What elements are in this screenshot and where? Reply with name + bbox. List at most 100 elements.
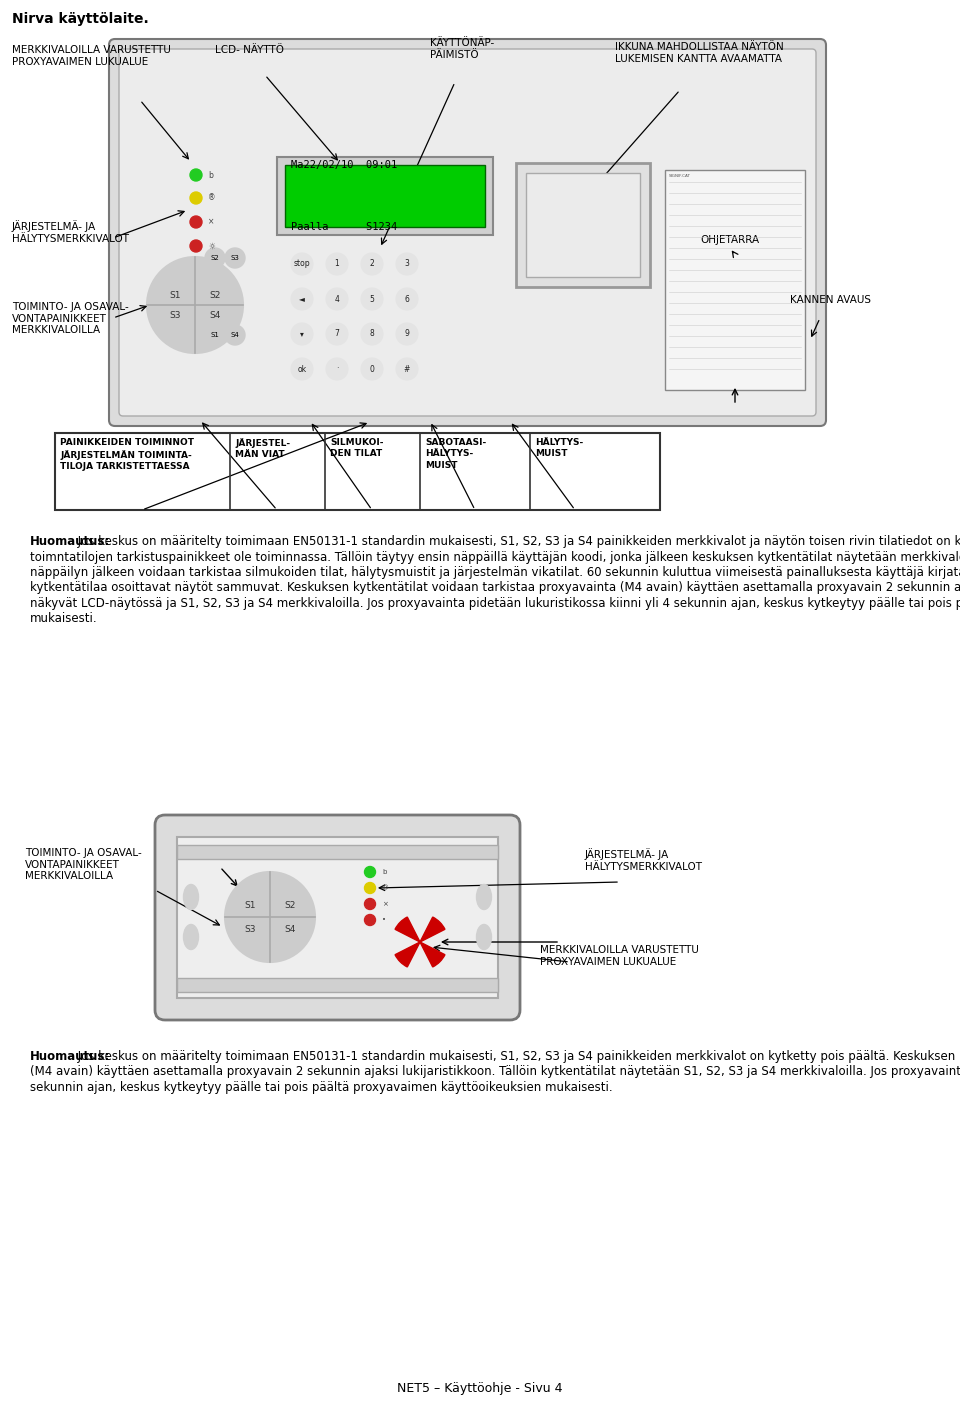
Text: TOIMINTO- JA OSAVAL-
VONTAPAINIKKEET
MERKKIVALOILLA: TOIMINTO- JA OSAVAL- VONTAPAINIKKEET MER… [25,848,142,882]
Text: OHJETARRA: OHJETARRA [700,236,759,246]
Text: 3: 3 [404,260,409,268]
Text: (M4 avain) käyttäen asettamalla proxyavain 2 sekunnin ajaksi lukijaristikkoon. T: (M4 avain) käyttäen asettamalla proxyava… [30,1065,960,1078]
Circle shape [361,253,383,275]
Text: ×: × [382,902,388,907]
Circle shape [326,288,348,310]
Text: ok: ok [298,364,306,374]
Text: 0: 0 [370,364,374,374]
Circle shape [361,323,383,346]
Text: 6: 6 [404,295,409,303]
FancyBboxPatch shape [155,816,520,1020]
Text: Paalla      S1234: Paalla S1234 [291,222,397,231]
Text: SILMUKOI-
DEN TILAT: SILMUKOI- DEN TILAT [330,437,383,459]
Circle shape [326,358,348,380]
FancyBboxPatch shape [119,49,816,416]
Text: sekunnin ajan, keskus kytkeytyy päälle tai pois päältä proxyavaimen käyttöoikeuk: sekunnin ajan, keskus kytkeytyy päälle t… [30,1081,612,1094]
Text: S3: S3 [230,255,239,261]
Text: S2: S2 [209,291,221,299]
FancyBboxPatch shape [109,40,826,426]
Circle shape [365,899,375,910]
Circle shape [225,872,315,962]
Text: SIGNIF.CAT: SIGNIF.CAT [669,174,691,178]
Text: S4: S4 [209,310,221,319]
Text: JÄRJESTELMÄ- JA
HÄLYTYSMERKKIVALOT: JÄRJESTELMÄ- JA HÄLYTYSMERKKIVALOT [12,220,129,244]
Text: Ma22/02/10  09:01: Ma22/02/10 09:01 [291,159,397,169]
Text: ◄: ◄ [300,295,305,303]
Text: ®: ® [208,193,215,203]
Circle shape [361,288,383,310]
Text: MERKKIVALOILLA VARUSTETTU
PROXYAVAIMEN LUKUALUE: MERKKIVALOILLA VARUSTETTU PROXYAVAIMEN L… [540,945,699,967]
FancyBboxPatch shape [177,837,498,998]
Ellipse shape [183,924,199,950]
Text: kytkentätilaa osoittavat näytöt sammuvat. Keskuksen kytkentätilat voidaan tarkis: kytkentätilaa osoittavat näytöt sammuvat… [30,581,960,594]
Text: S1: S1 [169,291,180,299]
Text: S4: S4 [230,332,239,339]
Text: ×: × [208,217,214,227]
Text: 8: 8 [370,330,374,339]
Bar [285,165,485,227]
Bar [177,978,498,992]
Text: HÄLYTYS-
MUIST: HÄLYTYS- MUIST [535,437,584,459]
Text: S4: S4 [284,924,296,934]
Circle shape [190,216,202,229]
Text: mukaisesti.: mukaisesti. [30,612,98,625]
Text: KÄYTTÖNÄP-
PÄIMISTÖ: KÄYTTÖNÄP- PÄIMISTÖ [430,38,494,59]
Text: S3: S3 [169,310,180,319]
Text: Nirva käyttölaite.: Nirva käyttölaite. [12,13,149,25]
Ellipse shape [476,885,492,910]
Text: S3: S3 [244,924,255,934]
Circle shape [396,358,418,380]
Wedge shape [420,917,444,943]
Circle shape [326,323,348,346]
Bar [665,169,805,389]
Text: S1: S1 [210,332,220,339]
Circle shape [396,288,418,310]
Text: LCD- NÄYTTÖ: LCD- NÄYTTÖ [215,45,284,55]
Bar [177,845,498,859]
Text: 5: 5 [370,295,374,303]
Text: •: • [382,917,386,923]
Text: NET5 – Käyttöohje - Sivu 4: NET5 – Käyttöohje - Sivu 4 [397,1381,563,1395]
Wedge shape [396,943,420,967]
Text: S2: S2 [210,255,220,261]
Text: TOIMINTO- JA OSAVAL-
VONTAPAINIKKEET
MERKKIVALOILLA: TOIMINTO- JA OSAVAL- VONTAPAINIKKEET MER… [12,302,129,336]
Text: IKKUNA MAHDOLLISTAA NÄYTÖN
LUKEMISEN KANTTA AVAAMATTA: IKKUNA MAHDOLLISTAA NÄYTÖN LUKEMISEN KAN… [615,42,783,63]
Circle shape [365,914,375,926]
Text: 4: 4 [335,295,340,303]
Text: S1: S1 [244,900,255,910]
Circle shape [190,169,202,181]
Text: JÄRJESTEL-
MÄN VIAT: JÄRJESTEL- MÄN VIAT [235,437,290,460]
Circle shape [291,253,313,275]
Ellipse shape [183,885,199,910]
Text: KANNEN AVAUS: KANNEN AVAUS [790,295,871,305]
Text: Huomautus:: Huomautus: [30,535,110,547]
Bar [277,157,493,236]
FancyBboxPatch shape [516,164,650,286]
Text: ☼: ☼ [208,241,215,251]
Bar [55,433,660,509]
Text: b: b [208,171,213,179]
Text: ·: · [336,364,338,374]
Circle shape [361,358,383,380]
Text: stop: stop [294,260,310,268]
Circle shape [291,288,313,310]
Circle shape [326,253,348,275]
Text: 2: 2 [370,260,374,268]
Text: PAINIKKEIDEN TOIMINNOT
JÄRJESTELMÄN TOIMINTA-
TILOJA TARKISTETTAESSA: PAINIKKEIDEN TOIMINNOT JÄRJESTELMÄN TOIM… [60,437,194,471]
Circle shape [190,192,202,205]
Text: MERKKIVALOILLA VARUSTETTU
PROXYAVAIMEN LUKUALUE: MERKKIVALOILLA VARUSTETTU PROXYAVAIMEN L… [12,45,171,66]
Text: toimntatilojen tarkistuspainikkeet ole toiminnassa. Tällöin täytyy ensin näppäil: toimntatilojen tarkistuspainikkeet ole t… [30,550,960,563]
Circle shape [291,323,313,346]
Circle shape [225,325,245,346]
Circle shape [396,323,418,346]
Circle shape [205,248,225,268]
Circle shape [291,358,313,380]
Wedge shape [396,917,420,943]
Circle shape [365,882,375,893]
Wedge shape [420,943,444,967]
Circle shape [147,257,243,353]
Text: b: b [382,869,386,875]
Text: #: # [404,364,410,374]
Text: Jos keskus on määritelty toimimaan EN50131-1 standardin mukaisesti, S1, S2, S3 j: Jos keskus on määritelty toimimaan EN501… [74,1050,960,1062]
Text: S2: S2 [284,900,296,910]
